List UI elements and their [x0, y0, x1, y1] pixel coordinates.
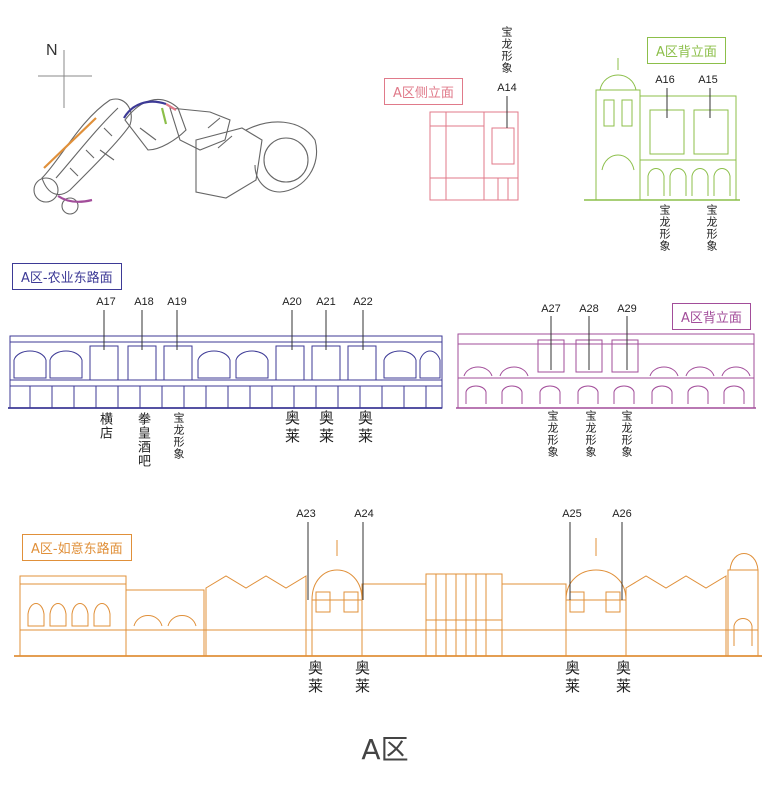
a14-code: A14 — [497, 82, 517, 94]
back-elevation-purple-label: A区背立面 — [672, 303, 751, 330]
a20-code: A20 — [282, 296, 302, 308]
a18-tenant: 拳皇酒吧 — [135, 412, 150, 468]
compass-north-label: N — [46, 42, 58, 59]
a24-tenant: 奥莱 — [353, 660, 371, 696]
a23-tenant: 奥莱 — [306, 660, 324, 696]
a28-code: A28 — [579, 303, 599, 315]
side-elevation-label: A区侧立面 — [384, 78, 463, 105]
a21-tenant: 奥莱 — [317, 410, 335, 446]
nongye-road-label: A区-农业东路面 — [12, 263, 122, 290]
ruyi-road-label: A区-如意东路面 — [22, 534, 132, 561]
a29-tenant: 宝龙形象 — [620, 410, 633, 458]
a28-tenant: 宝龙形象 — [584, 410, 597, 458]
page-title: A区 — [361, 733, 409, 766]
a18-code: A18 — [134, 296, 154, 308]
a22-tenant: 奥莱 — [356, 410, 374, 446]
a20-tenant: 奥莱 — [283, 410, 301, 446]
a16-code: A16 — [655, 74, 675, 86]
a25-tenant: 奥莱 — [563, 660, 581, 696]
compass-icon — [38, 50, 92, 108]
back-elevation-green-label: A区背立面 — [647, 37, 726, 64]
a15-tenant: 宝龙形象 — [705, 204, 718, 252]
marker-ruyi — [43, 117, 97, 169]
a26-code: A26 — [612, 508, 632, 520]
a14-tenant: 宝龙形象 — [500, 26, 513, 74]
a25-code: A25 — [562, 508, 582, 520]
a24-code: A24 — [354, 508, 374, 520]
a26-tenant: 奥莱 — [614, 660, 632, 696]
a16-tenant: 宝龙形象 — [658, 204, 671, 252]
a27-code: A27 — [541, 303, 561, 315]
a23-code: A23 — [296, 508, 316, 520]
a17-code: A17 — [96, 296, 116, 308]
a19-code: A19 — [167, 296, 187, 308]
a27-tenant: 宝龙形象 — [546, 410, 559, 458]
a21-code: A21 — [316, 296, 336, 308]
a19-tenant: 宝龙形象 — [172, 412, 185, 460]
marker-back-green — [160, 107, 168, 125]
marker-side — [165, 103, 177, 111]
a15-code: A15 — [698, 74, 718, 86]
a22-code: A22 — [353, 296, 373, 308]
marker-nongye — [123, 100, 167, 119]
a29-code: A29 — [617, 303, 637, 315]
marker-back-purple — [57, 195, 93, 203]
a17-tenant: 横店 — [97, 412, 112, 440]
site-outline — [33, 98, 317, 215]
